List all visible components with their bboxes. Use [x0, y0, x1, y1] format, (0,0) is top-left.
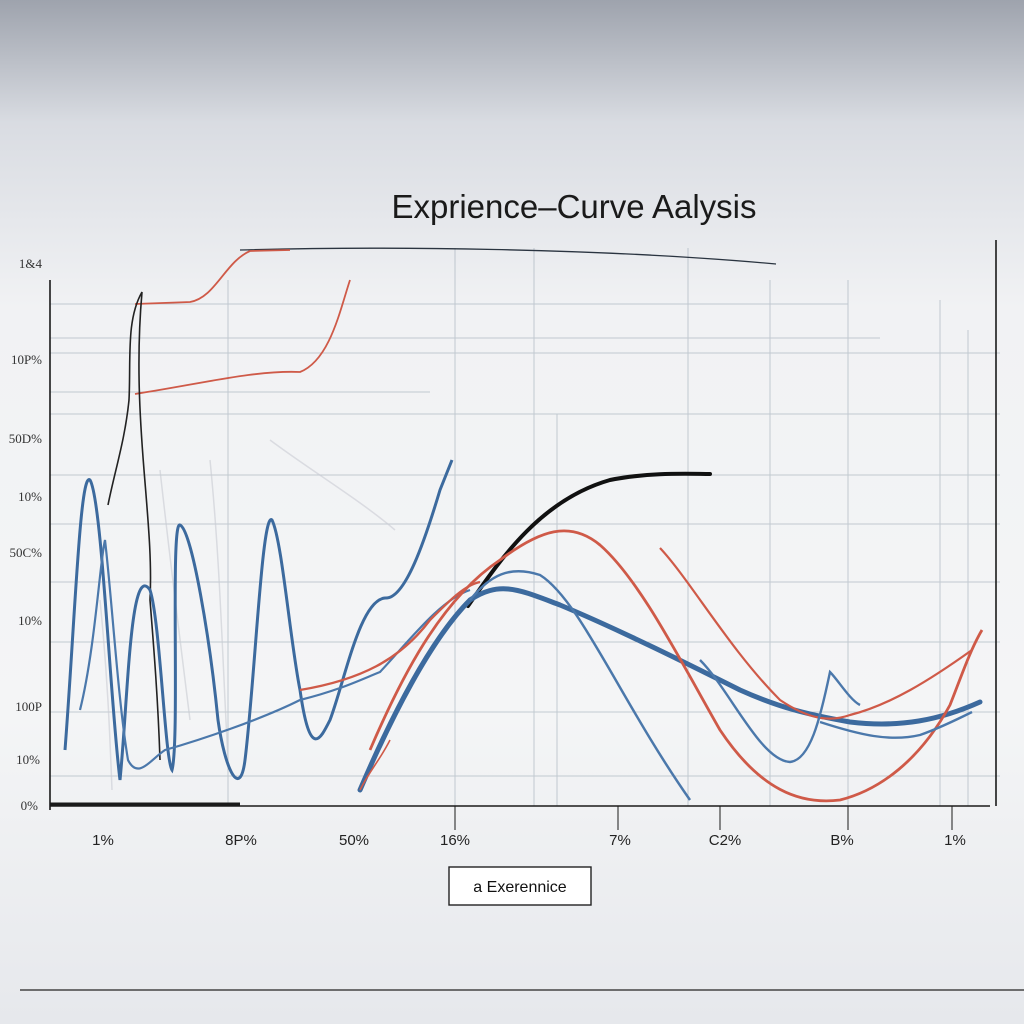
blue-series-tail [819, 710, 973, 739]
black-series-curve [466, 471, 712, 608]
sketch-stroke [209, 459, 229, 761]
y-tick-label: 10P% [11, 352, 42, 367]
blue-series-wave [78, 539, 471, 770]
y-tick-label: 50C% [10, 545, 43, 560]
x-tick-labels: 1% 8P% 50% 16% 7% C2% B% 1% [92, 832, 966, 849]
axes [49, 240, 997, 830]
y-tick-label: 1&4 [19, 256, 43, 271]
blue-series-oscillating [63, 459, 454, 781]
x-tick-label: 1% [92, 832, 114, 849]
x-tick-label: 7% [609, 832, 631, 849]
grid-lines [50, 248, 1000, 806]
chart-title: Exprience–Curve Aalysis [392, 188, 757, 225]
y-tick-labels: 1&4 10P% 50D% 10% 50C% 10% 100P 10% 0% [9, 256, 43, 813]
red-series-line-mid [134, 279, 351, 395]
y-tick-label: 100P [15, 699, 42, 714]
x-tick-label: 8P% [225, 832, 257, 849]
blue-series-main [357, 586, 983, 793]
legend-box [448, 866, 592, 906]
x-tick-label: B% [830, 832, 853, 849]
x-tick-label: C2% [709, 832, 742, 849]
red-series-main [368, 529, 984, 803]
x-tick-label: 16% [440, 832, 470, 849]
y-tick-label: 10% [18, 489, 42, 504]
legend: a Exerennice [448, 866, 592, 906]
sketch-stroke [269, 439, 396, 531]
y-tick-label: 0% [21, 798, 39, 813]
red-series-line-upper [134, 249, 291, 305]
blue-series-hump [469, 570, 692, 801]
top-reference-line [239, 247, 777, 265]
x-tick-label: 50% [339, 832, 369, 849]
dark-series-line [107, 291, 161, 761]
legend-label: a Exerennice [473, 879, 566, 896]
red-upper-series [134, 249, 351, 395]
sketch-stroke [99, 599, 113, 791]
y-tick-label: 10% [18, 613, 42, 628]
blue-series-right-squiggle [699, 659, 861, 764]
x-tick-label: 1% [944, 832, 966, 849]
red-series-right [659, 547, 973, 720]
y-tick-label: 50D% [9, 431, 42, 446]
red-series-fragment [359, 739, 391, 791]
y-tick-label: 10% [16, 752, 40, 767]
